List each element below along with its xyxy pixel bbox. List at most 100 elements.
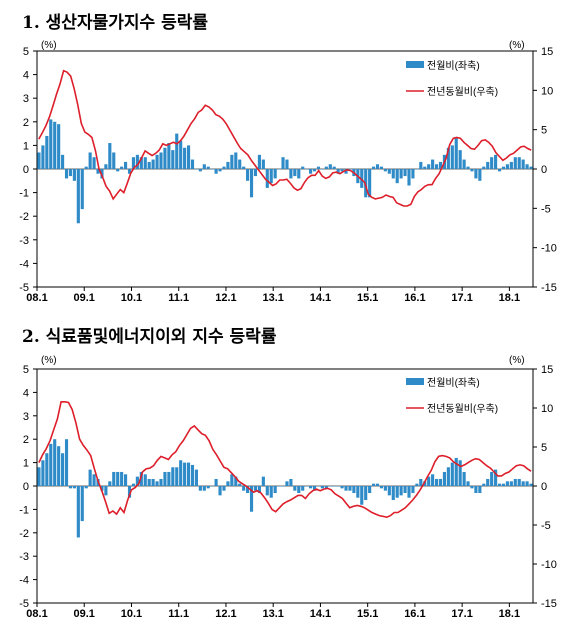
bar-mom [328, 164, 332, 169]
bar-mom [482, 483, 486, 486]
bar-mom [324, 166, 328, 169]
bar-mom [269, 169, 273, 184]
right-axis-unit: (%) [509, 355, 525, 366]
bar-mom [379, 486, 384, 489]
bar-mom [53, 439, 57, 486]
bar-mom [427, 164, 431, 169]
left-tick-label: -2 [19, 528, 29, 540]
bar-mom [360, 169, 364, 188]
line-yoy [38, 69, 532, 207]
right-tick-label: 15 [541, 364, 553, 376]
bar-mom [112, 152, 116, 169]
bar-mom [64, 439, 69, 486]
bar-mom [309, 486, 313, 489]
bar-mom [285, 481, 289, 486]
right-axis-unit: (%) [509, 40, 525, 51]
bar-mom [497, 483, 502, 486]
right-tick-label: 15 [541, 46, 553, 58]
bar-mom [332, 166, 336, 169]
left-tick-label: 0 [23, 164, 29, 176]
bar-mom [234, 476, 238, 486]
x-tick-label: 08.1 [26, 292, 47, 304]
left-tick-label: -4 [19, 575, 29, 587]
bar-mom [312, 486, 317, 491]
bar-mom [198, 486, 202, 491]
bar-mom [486, 161, 490, 169]
bar-mom [383, 169, 387, 172]
left-tick-label: 2 [23, 434, 29, 446]
left-tick-label: -1 [19, 188, 29, 200]
bar-mom [529, 483, 533, 486]
right-tick-label: -10 [541, 559, 557, 571]
left-tick-label: -3 [19, 551, 29, 563]
bar-mom [84, 486, 88, 489]
bar-mom [249, 486, 254, 512]
bar-mom [41, 460, 45, 486]
bar-mom [190, 464, 195, 486]
bar-mom [88, 469, 92, 486]
bar-mom [206, 166, 210, 169]
bar-mom [190, 159, 195, 169]
bar-mom [474, 169, 478, 179]
bar-mom [179, 460, 183, 486]
bar-mom [104, 486, 108, 496]
x-tick-label: 18.1 [499, 608, 520, 620]
bar-mom [399, 169, 403, 179]
x-tick-label: 17.1 [451, 608, 472, 620]
left-tick-label: -5 [19, 282, 29, 294]
bar-mom [517, 157, 521, 169]
bar-mom [45, 453, 49, 486]
bar-mom [139, 157, 143, 169]
x-tick-label: 12.1 [215, 292, 236, 304]
bar-mom [348, 486, 352, 491]
bar-mom [61, 453, 65, 486]
bar-mom [257, 154, 261, 169]
bar-mom [454, 138, 458, 169]
bar-mom [147, 478, 151, 486]
bar-mom [277, 169, 281, 170]
bar-mom [340, 486, 344, 489]
x-tick-label: 17.1 [451, 292, 472, 304]
bar-mom [462, 159, 466, 169]
bar-mom [37, 152, 41, 169]
bar-mom [336, 486, 340, 487]
bar-mom [372, 166, 376, 169]
bar-mom [45, 135, 49, 169]
bar-mom [218, 486, 222, 496]
bar-mom [501, 166, 506, 169]
bar-mom [131, 483, 136, 486]
bar-mom [525, 481, 529, 486]
bar-mom [431, 159, 435, 169]
bar-mom [411, 486, 415, 494]
bar-mom [127, 169, 132, 174]
bar-mom [108, 143, 112, 169]
bar-mom [320, 169, 324, 170]
bar-mom [395, 486, 399, 498]
line-yoy [38, 400, 532, 519]
bar-mom [116, 169, 120, 172]
bar-mom [328, 486, 332, 487]
bar-mom [104, 164, 108, 169]
bar-mom [372, 483, 376, 486]
bar-mom [41, 145, 45, 169]
bar-mom [226, 161, 230, 169]
bar-mom [214, 169, 218, 174]
bar-mom [218, 169, 222, 172]
bar-mom [80, 169, 84, 210]
legend-bar-label: 전월비(좌축) [427, 377, 480, 389]
bar-mom [336, 169, 340, 174]
bar-mom [434, 164, 439, 169]
bar-mom [470, 486, 474, 489]
bar-mom [202, 486, 206, 491]
bar-mom [356, 486, 360, 498]
left-tick-label: 4 [23, 387, 29, 399]
bar-mom [387, 169, 391, 174]
bar-mom [509, 161, 513, 169]
left-tick-label: 1 [23, 140, 29, 152]
chart-1-title: 1. 생산자물가지수 등락률 [22, 13, 208, 33]
x-tick-label: 16.1 [404, 608, 425, 620]
bar-mom [124, 161, 128, 169]
bar-mom [127, 486, 132, 498]
left-axis-unit: (%) [41, 355, 57, 366]
bar-mom [214, 478, 218, 486]
